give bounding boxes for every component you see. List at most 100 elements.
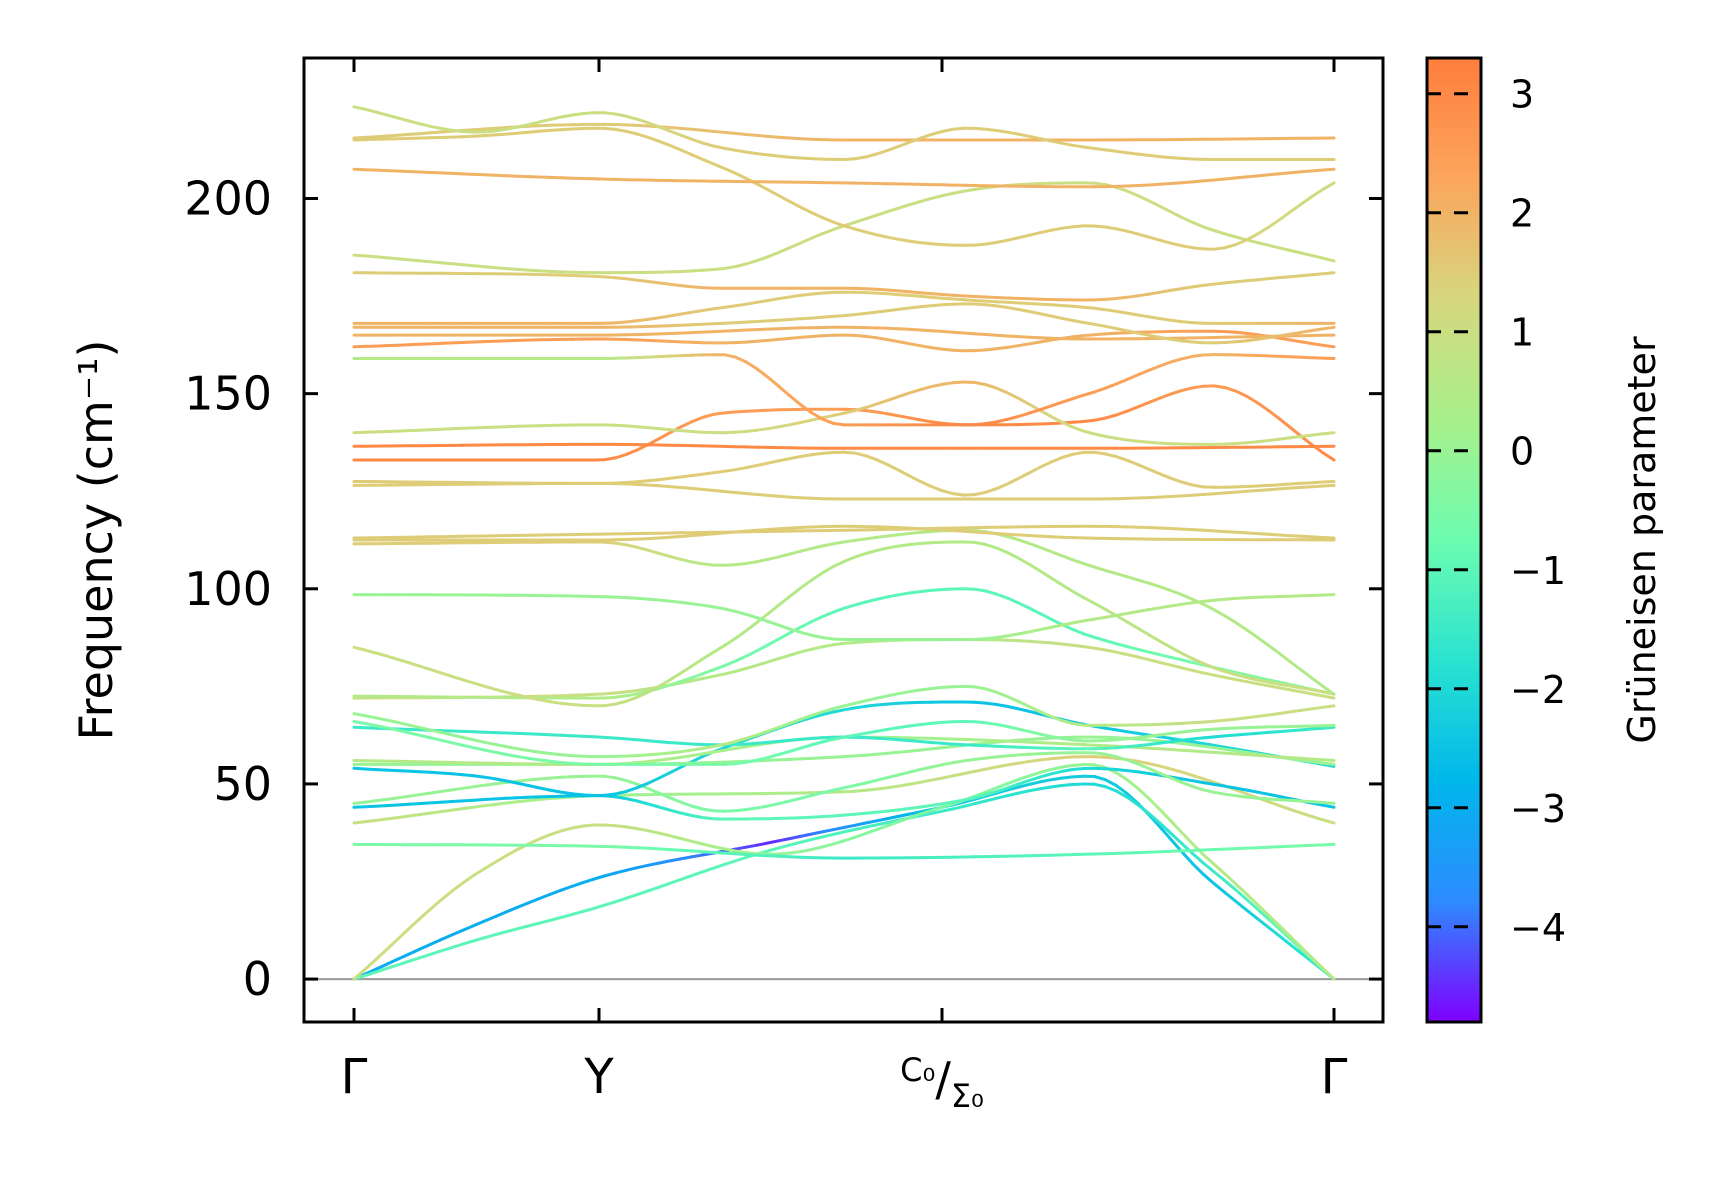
band-segment xyxy=(864,213,879,221)
band-segment xyxy=(570,824,585,830)
band-segment xyxy=(668,312,683,318)
band-segment xyxy=(1169,181,1184,185)
band-segment xyxy=(1245,278,1260,283)
band-segment xyxy=(896,306,911,311)
band-segment xyxy=(1267,913,1282,928)
band-segment xyxy=(472,127,487,132)
band-segment xyxy=(526,777,541,782)
band-segment xyxy=(984,796,998,803)
band-segment xyxy=(918,541,933,545)
band-segment xyxy=(918,479,933,488)
band-segment xyxy=(1060,742,1075,746)
band-segment xyxy=(842,835,857,843)
band-segment xyxy=(1212,718,1227,723)
band-segment xyxy=(1201,602,1216,612)
band-segment xyxy=(1288,338,1303,344)
band-segment xyxy=(907,200,922,207)
band-segment xyxy=(385,796,400,801)
band-segment xyxy=(918,687,933,692)
band-segment xyxy=(722,659,737,668)
band-segment xyxy=(711,162,726,170)
band-segment xyxy=(548,829,563,837)
band-segment xyxy=(406,813,421,818)
band-segment xyxy=(613,112,628,118)
band-segment xyxy=(472,774,487,779)
band-segment xyxy=(526,124,541,128)
band-segment xyxy=(1310,692,1325,698)
band-segment xyxy=(1223,733,1238,738)
band-segment xyxy=(1136,803,1151,815)
band-segment xyxy=(853,217,868,224)
band-segment xyxy=(385,803,400,808)
band-segment xyxy=(918,747,933,752)
band-segment xyxy=(1125,758,1140,766)
band-segment xyxy=(1049,776,1064,782)
band-segment xyxy=(1299,843,1314,848)
band-segment xyxy=(657,314,672,320)
band-segment xyxy=(363,135,378,139)
band-segment xyxy=(929,295,944,300)
band-segment xyxy=(864,310,879,315)
band-segment xyxy=(951,742,966,747)
band-segment xyxy=(690,677,704,683)
band-segment xyxy=(831,813,846,818)
band-segment xyxy=(406,342,421,347)
band-segment xyxy=(1278,652,1292,664)
band-segment xyxy=(722,130,737,135)
band-segment xyxy=(777,749,792,757)
band-segment xyxy=(1147,495,1162,500)
band-segment xyxy=(896,293,911,297)
band-segment xyxy=(1169,241,1184,248)
band-segment xyxy=(1288,355,1303,359)
band-segment xyxy=(1169,776,1184,784)
band-segment xyxy=(1147,290,1162,296)
band-segment xyxy=(1321,818,1336,825)
band-segment xyxy=(1049,314,1064,320)
band-segment xyxy=(994,788,1009,795)
band-segment xyxy=(994,333,1009,338)
band-segment xyxy=(417,131,432,136)
band-segment xyxy=(733,328,748,333)
band-segment xyxy=(1180,180,1194,185)
band-segment xyxy=(1190,749,1205,754)
band-segment xyxy=(973,348,988,353)
band-segment xyxy=(624,695,639,703)
band-segment xyxy=(1027,534,1042,538)
band-segment xyxy=(766,739,781,744)
band-segment xyxy=(1201,225,1216,233)
band-segment xyxy=(984,687,998,694)
band-segment xyxy=(406,661,421,668)
band-segment xyxy=(766,802,781,808)
band-segment xyxy=(690,602,704,607)
band-segment xyxy=(657,847,672,852)
band-segment xyxy=(853,704,868,710)
band-segment xyxy=(755,557,770,564)
band-segment xyxy=(461,924,476,932)
band-segment xyxy=(777,799,792,806)
band-segment xyxy=(777,552,792,559)
band-segment xyxy=(831,830,846,836)
band-segment xyxy=(1201,727,1216,732)
band-segment xyxy=(973,720,988,725)
band-segment xyxy=(1092,147,1107,152)
band-segment xyxy=(1060,452,1075,460)
band-segment xyxy=(1027,408,1042,415)
band-segment xyxy=(1190,220,1205,229)
band-segment xyxy=(1038,778,1053,784)
band-segment xyxy=(1027,787,1042,793)
band-segment xyxy=(1201,777,1216,784)
band-segment xyxy=(1310,757,1325,762)
band-segment xyxy=(842,754,857,759)
band-segment xyxy=(515,267,530,272)
band-segment xyxy=(984,738,998,743)
band-segment xyxy=(635,482,650,487)
band-opt-181 xyxy=(352,271,1336,302)
band-segment xyxy=(396,769,410,773)
band-segment xyxy=(700,532,715,537)
band-segment xyxy=(1180,244,1194,250)
band-segment xyxy=(526,120,541,127)
band-segment xyxy=(1223,442,1238,446)
band-segment xyxy=(984,240,998,246)
phonon-bands xyxy=(352,105,1336,981)
band-segment xyxy=(602,900,617,907)
